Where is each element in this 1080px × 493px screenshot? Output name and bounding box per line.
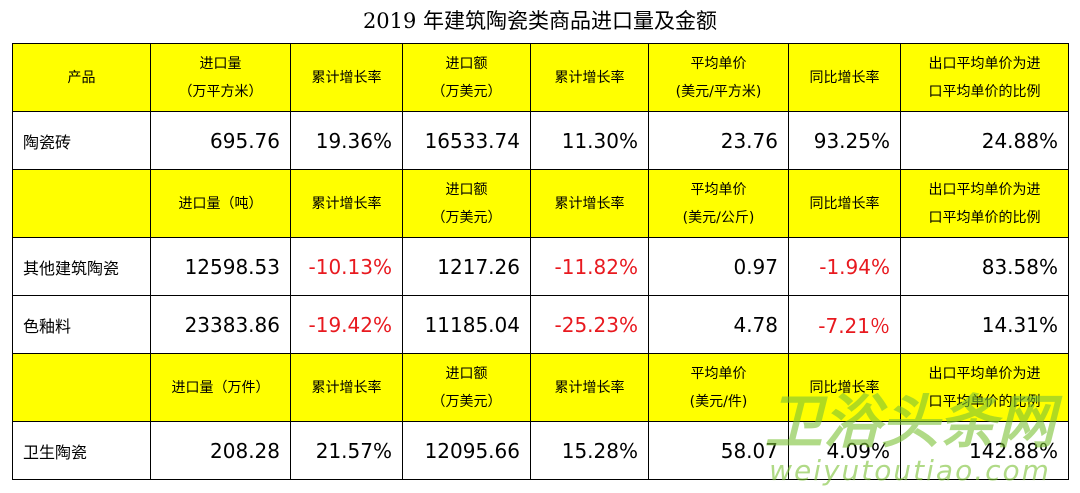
header-cell: 进口量 （万平方米） bbox=[150, 43, 291, 112]
header-cell: 平均单价 (美元/公斤) bbox=[648, 169, 789, 238]
header-cell: 出口平均单价为进 口平均单价的比例 bbox=[900, 353, 1069, 422]
header-cell: 同比增长率 bbox=[788, 169, 901, 238]
header-row: 进口量（万件） 累计增长率 进口额 （万美元） 累计增长率 平均单价 (美元/件) 同比增… bbox=[12, 353, 1069, 422]
value-cell: 15.28% bbox=[530, 421, 649, 480]
header-cell: 累计增长率 bbox=[530, 169, 649, 238]
value-cell: -11.82% bbox=[530, 237, 649, 296]
value-cell: -19.42% bbox=[290, 295, 403, 354]
header-cell: 平均单价 (美元/平方米) bbox=[648, 43, 789, 112]
value-cell: 11185.04 bbox=[402, 295, 531, 354]
value-cell: 24.88% bbox=[900, 111, 1069, 170]
product-name-cell: 卫生陶瓷 bbox=[12, 421, 151, 480]
value-cell: 4.78 bbox=[648, 295, 789, 354]
header-cell: 累计增长率 bbox=[290, 353, 403, 422]
value-cell: 23383.86 bbox=[150, 295, 291, 354]
value-cell: 1217.26 bbox=[402, 237, 531, 296]
header-cell: 累计增长率 bbox=[290, 169, 403, 238]
value-cell: 16533.74 bbox=[402, 111, 531, 170]
value-cell: 23.76 bbox=[648, 111, 789, 170]
table-title: 2019 年建筑陶瓷类商品进口量及金额 bbox=[362, 9, 718, 33]
value-cell: 4.09% bbox=[788, 421, 901, 480]
value-cell: 83.58% bbox=[900, 237, 1069, 296]
import-table: 产品 进口量 （万平方米） 累计增长率 进口额 （万美元） 累计增长率 平均单价 (美元/… bbox=[12, 43, 1069, 480]
header-cell: 进口额 （万美元） bbox=[402, 43, 531, 112]
header-cell: 累计增长率 bbox=[290, 43, 403, 112]
value-cell: 14.31% bbox=[900, 295, 1069, 354]
table-row: 其他建筑陶瓷 12598.53 -10.13% 1217.26 -11.82% 0.97-… bbox=[12, 237, 1069, 296]
header-cell bbox=[12, 353, 151, 422]
header-cell: 平均单价 (美元/件) bbox=[648, 353, 789, 422]
value-cell: -7.21％ bbox=[788, 295, 901, 354]
header-cell: 进口量（万件） bbox=[150, 353, 291, 422]
value-cell: 208.28 bbox=[150, 421, 291, 480]
value-cell: 12095.66 bbox=[402, 421, 531, 480]
header-cell: 产品 bbox=[12, 43, 151, 112]
header-cell: 进口量（吨） bbox=[150, 169, 291, 238]
value-cell: 12598.53 bbox=[150, 237, 291, 296]
table-row: 卫生陶瓷 208.28 21.57% 12095.66 15.28% 58.07 4.09%… bbox=[12, 421, 1069, 480]
header-row: 进口量（吨） 累计增长率 进口额 （万美元） 累计增长率 平均单价 (美元/公斤) 同比增… bbox=[12, 169, 1069, 238]
header-cell: 累计增长率 bbox=[530, 43, 649, 112]
value-cell: 93.25% bbox=[788, 111, 901, 170]
header-cell: 累计增长率 bbox=[530, 353, 649, 422]
table-row: 陶瓷砖 695.76 19.36% 16533.74 11.30% 23.76 93.25%… bbox=[12, 111, 1069, 170]
value-cell: 142.88% bbox=[900, 421, 1069, 480]
value-cell: 695.76 bbox=[150, 111, 291, 170]
product-name-cell: 其他建筑陶瓷 bbox=[12, 237, 151, 296]
value-cell: -10.13% bbox=[290, 237, 403, 296]
value-cell: 11.30% bbox=[530, 111, 649, 170]
header-row: 产品 进口量 （万平方米） 累计增长率 进口额 （万美元） 累计增长率 平均单价 (美元/… bbox=[12, 43, 1069, 112]
header-cell: 同比增长率 bbox=[788, 43, 901, 112]
value-cell: 21.57% bbox=[290, 421, 403, 480]
header-cell: 进口额 （万美元） bbox=[402, 169, 531, 238]
value-cell: -1.94% bbox=[788, 237, 901, 296]
header-cell: 出口平均单价为进 口平均单价的比例 bbox=[900, 169, 1069, 238]
header-cell bbox=[12, 169, 151, 238]
product-name-cell: 陶瓷砖 bbox=[12, 111, 151, 170]
value-cell: 19.36% bbox=[290, 111, 403, 170]
value-cell: 58.07 bbox=[648, 421, 789, 480]
header-cell: 进口额 （万美元） bbox=[402, 353, 531, 422]
value-cell: -25.23% bbox=[530, 295, 649, 354]
value-cell: 0.97 bbox=[648, 237, 789, 296]
table-row: 色釉料 23383.86 -19.42% 11185.04 -25.23% 4.78 -7.… bbox=[12, 295, 1069, 354]
header-cell: 出口平均单价为进 口平均单价的比例 bbox=[900, 43, 1069, 112]
header-cell: 同比增长率 bbox=[788, 353, 901, 422]
product-name-cell: 色釉料 bbox=[12, 295, 151, 354]
